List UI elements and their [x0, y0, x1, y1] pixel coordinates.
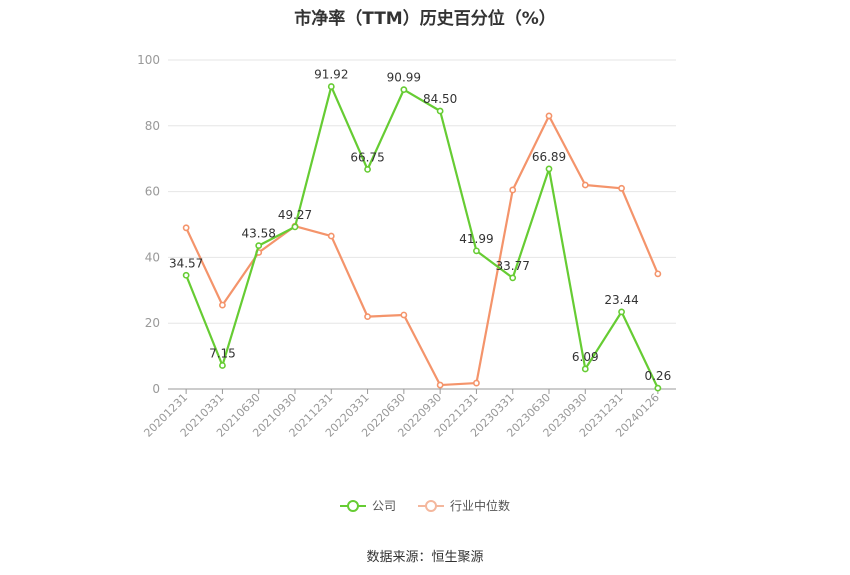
data-label: 34.57: [169, 256, 203, 270]
y-tick-label: 80: [145, 119, 160, 133]
company-point: [219, 362, 226, 369]
legend-swatch-industry-median: [418, 499, 444, 513]
industry-median-point: [473, 379, 480, 387]
data-source: 数据来源：恒生聚源: [366, 550, 484, 565]
data-label: 66.75: [350, 150, 384, 164]
company-point: [618, 308, 625, 316]
data-label: 0.26: [644, 369, 671, 383]
legend-item-industry-median[interactable]: 行业中位数: [418, 497, 510, 514]
y-tick-label: 100: [137, 53, 160, 67]
data-label: 43.58: [242, 227, 276, 241]
industry-median-point: [327, 232, 335, 240]
y-tick-label: 40: [145, 250, 160, 264]
data-label: 6.09: [572, 350, 599, 364]
data-label: 91.92: [314, 68, 348, 82]
legend: 公司 行业中位数: [0, 497, 850, 514]
company-point: [364, 165, 371, 173]
data-label: 66.89: [532, 150, 566, 164]
chart-title: 市净率（TTM）历史百分位（%）: [294, 9, 556, 29]
company-line: [185, 85, 659, 389]
industry-median-point: [436, 381, 444, 389]
company-point: [255, 242, 263, 250]
data-label: 49.27: [278, 208, 312, 222]
legend-label-company: 公司: [371, 499, 396, 513]
industry-median-point: [581, 181, 589, 189]
legend-swatch-company: [339, 499, 366, 513]
company-point: [436, 107, 444, 115]
industry-median-point: [618, 184, 625, 192]
industry-median-line: [185, 114, 659, 387]
industry-median-point: [182, 224, 190, 232]
industry-median-point: [509, 186, 517, 194]
data-label: 90.99: [387, 71, 421, 85]
y-tick-label: 20: [145, 316, 160, 330]
legend-label-industry-median: 行业中位数: [450, 499, 511, 513]
company-point: [654, 384, 662, 392]
company-point: [545, 165, 553, 173]
company-point: [291, 223, 299, 231]
company-point: [581, 365, 589, 373]
y-tick-label: 60: [145, 185, 160, 199]
company-point: [509, 274, 517, 282]
y-tick-label: 0: [152, 382, 160, 396]
company-point: [473, 247, 480, 255]
data-label: 41.99: [459, 232, 493, 246]
legend-item-company[interactable]: 公司: [339, 497, 396, 514]
company-point: [400, 86, 408, 94]
industry-median-point: [364, 313, 371, 321]
company-point: [182, 271, 190, 279]
industry-median-point: [545, 112, 553, 120]
industry-median-point: [654, 270, 662, 278]
data-label: 84.50: [423, 92, 457, 106]
industry-median-point: [400, 311, 408, 319]
data-label: 33.77: [496, 259, 530, 273]
data-label: 23.44: [604, 293, 638, 307]
data-label: 7.15: [209, 346, 236, 360]
industry-median-point: [219, 301, 226, 309]
company-point: [327, 83, 335, 90]
